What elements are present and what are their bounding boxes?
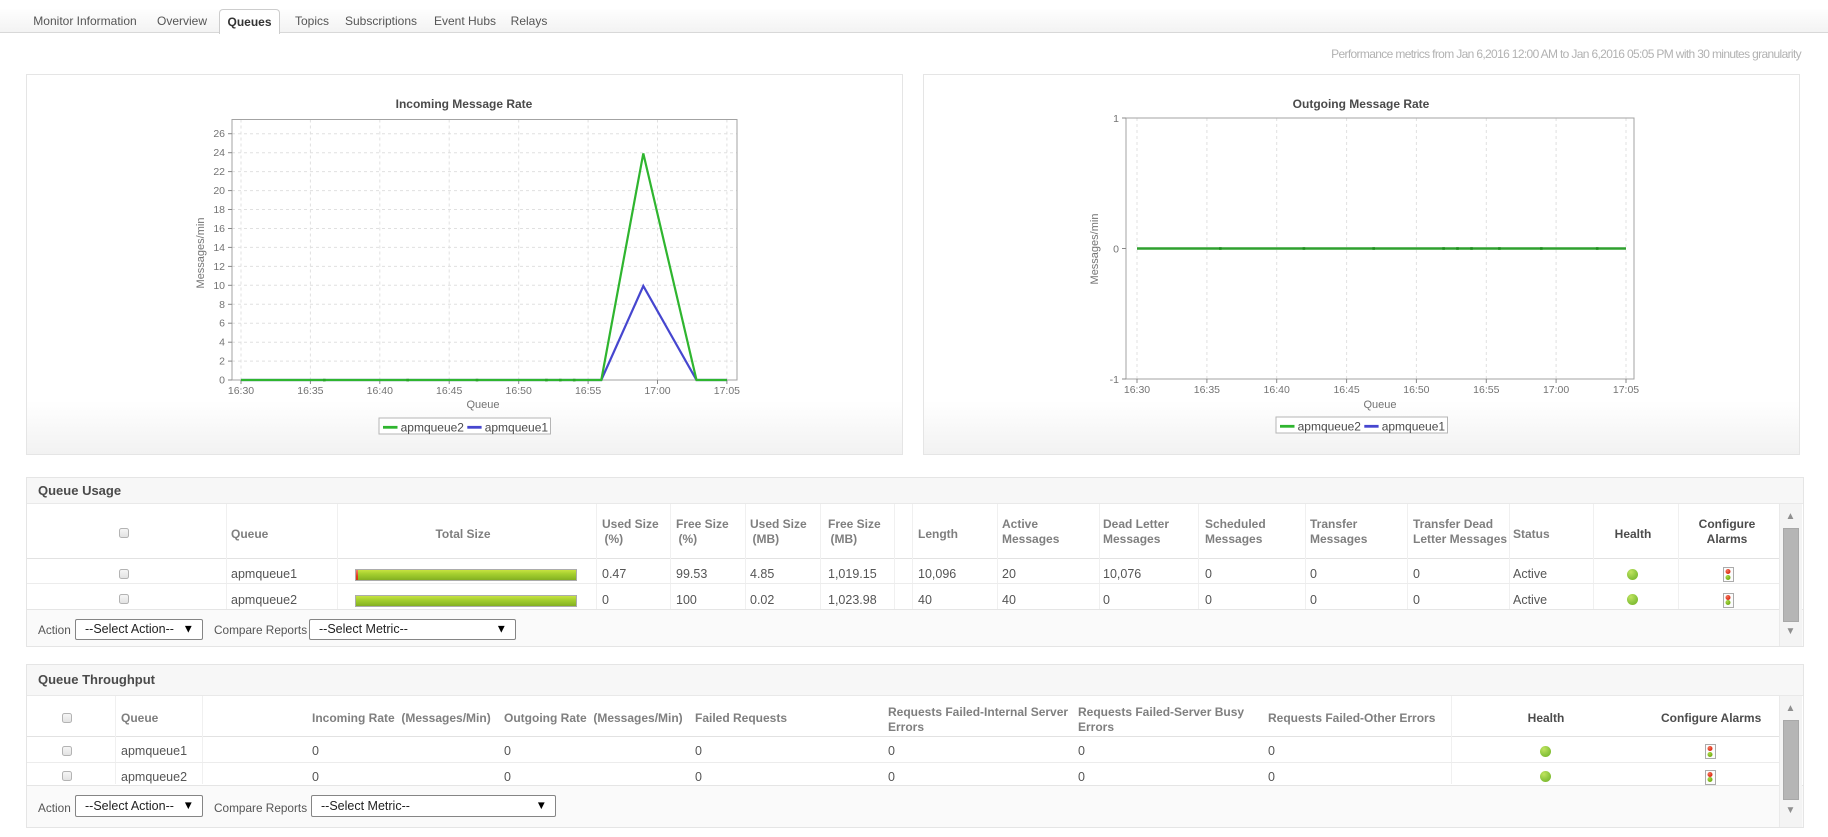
svg-text:apmqueue1: apmqueue1 xyxy=(485,421,549,435)
svg-text:-1: -1 xyxy=(1110,374,1119,386)
svg-text:apmqueue2: apmqueue2 xyxy=(401,421,465,435)
svg-text:apmqueue2: apmqueue2 xyxy=(1298,420,1362,434)
svg-text:6: 6 xyxy=(219,318,225,330)
svg-text:17:05: 17:05 xyxy=(1613,384,1639,396)
svg-text:Messages/min: Messages/min xyxy=(1089,214,1101,285)
svg-text:12: 12 xyxy=(213,261,225,273)
svg-text:16:40: 16:40 xyxy=(1264,384,1290,396)
svg-text:2: 2 xyxy=(219,356,225,368)
svg-text:17:00: 17:00 xyxy=(644,385,670,397)
svg-text:24: 24 xyxy=(213,147,225,159)
svg-text:14: 14 xyxy=(213,242,225,254)
svg-text:4: 4 xyxy=(219,337,225,349)
svg-text:10: 10 xyxy=(213,280,225,292)
svg-text:1: 1 xyxy=(1113,113,1119,125)
svg-text:16:35: 16:35 xyxy=(297,385,323,397)
svg-text:17:00: 17:00 xyxy=(1543,384,1569,396)
svg-text:16:55: 16:55 xyxy=(1473,384,1499,396)
svg-text:18: 18 xyxy=(213,204,225,216)
svg-text:Incoming Message Rate: Incoming Message Rate xyxy=(396,97,533,111)
svg-text:16:30: 16:30 xyxy=(1124,384,1150,396)
svg-text:17:05: 17:05 xyxy=(714,385,740,397)
svg-text:8: 8 xyxy=(219,299,225,311)
svg-text:Queue: Queue xyxy=(466,399,499,411)
svg-text:0: 0 xyxy=(219,375,225,387)
svg-text:16:55: 16:55 xyxy=(575,385,601,397)
svg-text:Outgoing Message Rate: Outgoing Message Rate xyxy=(1293,97,1430,111)
svg-text:Messages/min: Messages/min xyxy=(195,218,207,289)
svg-text:16:50: 16:50 xyxy=(506,385,532,397)
svg-text:16:35: 16:35 xyxy=(1194,384,1220,396)
svg-text:20: 20 xyxy=(213,185,225,197)
svg-text:Queue: Queue xyxy=(1363,399,1396,411)
svg-text:16:50: 16:50 xyxy=(1403,384,1429,396)
svg-text:apmqueue1: apmqueue1 xyxy=(1382,420,1446,434)
svg-text:16:40: 16:40 xyxy=(367,385,393,397)
svg-text:0: 0 xyxy=(1113,244,1119,256)
svg-text:16: 16 xyxy=(213,223,225,235)
svg-text:16:45: 16:45 xyxy=(1333,384,1359,396)
svg-text:26: 26 xyxy=(213,128,225,140)
svg-text:16:45: 16:45 xyxy=(436,385,462,397)
svg-text:22: 22 xyxy=(213,166,225,178)
svg-text:16:30: 16:30 xyxy=(228,385,254,397)
